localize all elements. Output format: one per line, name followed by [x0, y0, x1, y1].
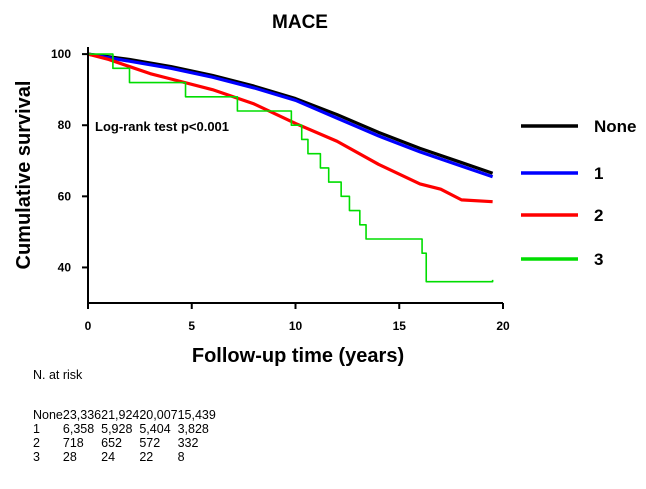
risk-row: 3 28 24 22 8	[33, 450, 216, 464]
legend-label-none: None	[594, 117, 637, 136]
risk-cell: 23,336	[62, 408, 102, 422]
risk-table-heading: N. at risk	[33, 368, 83, 382]
risk-cell: 332	[177, 436, 199, 450]
y-axis-label: Cumulative survival	[13, 81, 35, 270]
risk-cell: 572	[139, 436, 161, 450]
risk-cell: 6,358	[62, 422, 95, 436]
risk-row: 2 718 652 572 332	[33, 436, 216, 450]
risk-cell: 21,924	[101, 408, 140, 422]
risk-row-label: None	[33, 408, 63, 422]
y-tick-label: 80	[58, 118, 72, 132]
risk-cell: 718	[62, 436, 84, 450]
legend-label-3: 3	[594, 250, 603, 269]
x-axis-label: Follow-up time (years)	[192, 345, 404, 367]
risk-row-label: 2	[33, 436, 40, 450]
chart-title: MACE	[272, 12, 328, 33]
y-tick-label: 100	[51, 47, 71, 61]
legend-label-1: 1	[594, 164, 603, 183]
plot-area	[87, 52, 494, 283]
risk-cell: 652	[101, 436, 122, 450]
risk-cell: 24	[101, 450, 116, 464]
series-line-1	[87, 52, 494, 179]
legend: None 1 2 3	[521, 117, 637, 269]
series-line-2	[87, 52, 493, 204]
risk-row-label: 3	[33, 450, 40, 464]
risk-row: None 23,336 21,924 20,007 15,439	[33, 408, 216, 422]
series-line-none	[87, 52, 494, 175]
risk-cell: 22	[139, 450, 154, 464]
y-tick-label: 40	[58, 260, 72, 274]
x-tick-label: 5	[188, 319, 195, 333]
risk-row: 1 6,358 5,928 5,404 3,828	[33, 422, 216, 436]
risk-cell: 15,439	[177, 408, 216, 422]
survival-chart: MACE 0 5 10 15 20 40 60 80 100 Follow-up time (…	[13, 12, 637, 367]
x-tick-label: 10	[289, 319, 303, 333]
y-tick-label: 60	[58, 189, 72, 203]
series-line-3	[88, 53, 494, 283]
y-axis: 40 60 80 100	[51, 47, 89, 303]
risk-table: None 23,336 21,924 20,007 15,439 1 6,358 5,928 5…	[33, 408, 216, 464]
risk-cell: 5,404	[139, 422, 171, 436]
risk-cell: 28	[62, 450, 77, 464]
x-axis: 0 5 10 15 20	[85, 302, 510, 333]
risk-row-label: 1	[33, 422, 40, 436]
risk-cell: 20,007	[139, 408, 178, 422]
x-tick-label: 20	[496, 319, 510, 333]
logrank-annotation: Log-rank test p<0.001	[95, 119, 229, 134]
risk-cell: 8	[177, 450, 185, 464]
risk-cell: 3,828	[177, 422, 209, 436]
risk-cell: 5,928	[101, 422, 133, 436]
x-tick-label: 15	[393, 319, 407, 333]
x-tick-label: 0	[85, 319, 92, 333]
legend-label-2: 2	[594, 206, 603, 225]
